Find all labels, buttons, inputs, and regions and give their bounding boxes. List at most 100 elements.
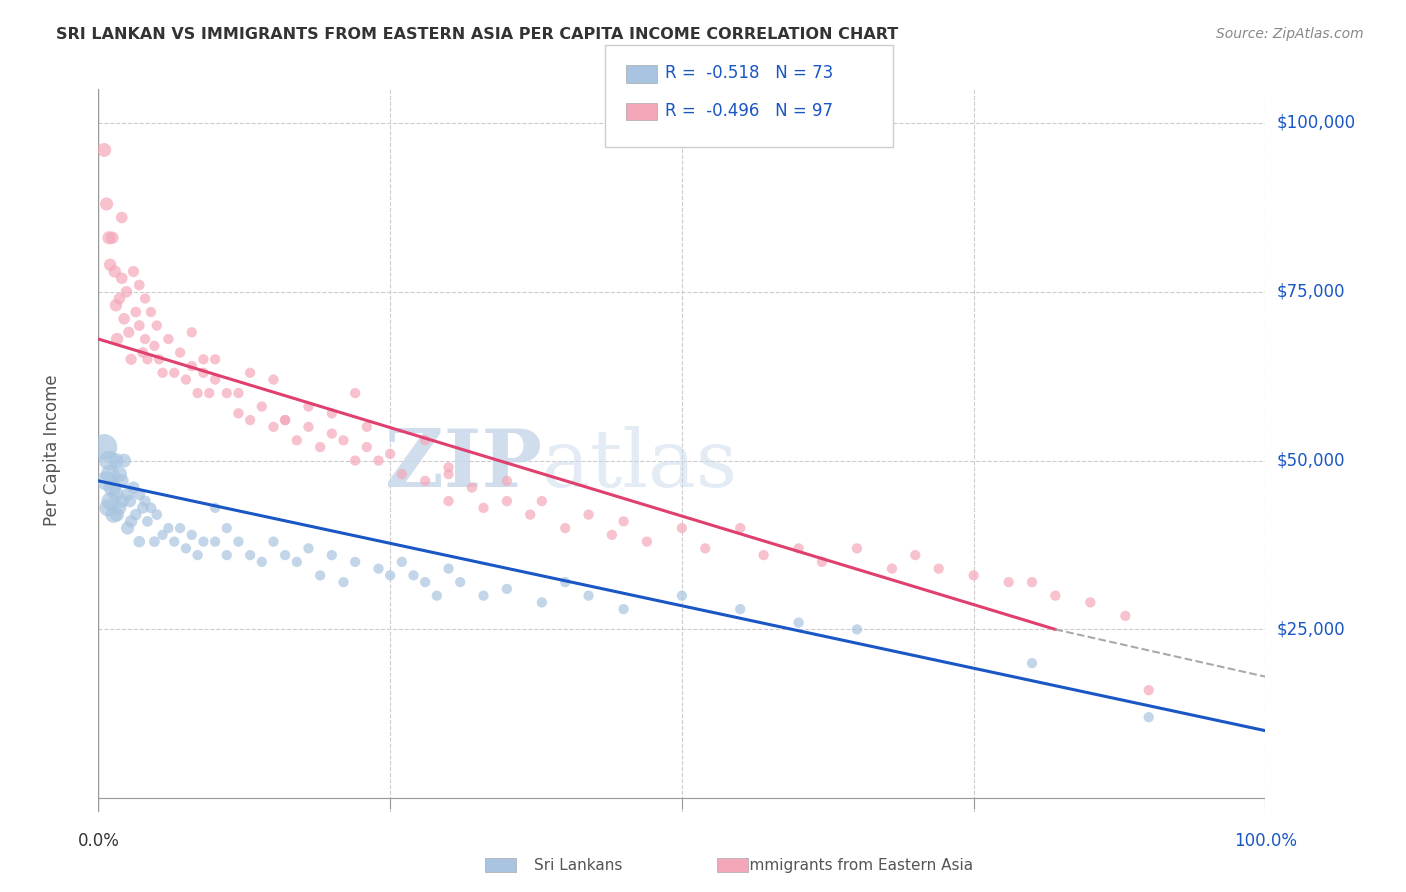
Point: [321, 548, 343, 562]
Point: [671, 521, 693, 535]
Point: [136, 514, 159, 528]
Point: [198, 386, 221, 401]
Point: [105, 332, 128, 346]
Point: [136, 352, 159, 367]
Point: [132, 345, 155, 359]
Point: [402, 568, 425, 582]
Point: [1045, 589, 1067, 603]
Point: [250, 400, 273, 414]
Point: [125, 305, 148, 319]
Point: [344, 453, 367, 467]
Text: ZIP: ZIP: [385, 425, 541, 504]
Point: [554, 521, 576, 535]
Point: [321, 406, 343, 420]
Point: [437, 467, 460, 481]
Point: [437, 460, 460, 475]
Point: [125, 508, 148, 522]
Point: [98, 258, 121, 272]
Point: [239, 413, 262, 427]
Point: [613, 602, 636, 616]
Point: [108, 500, 131, 515]
Point: [1114, 608, 1136, 623]
Point: [174, 373, 197, 387]
Point: [96, 474, 118, 488]
Point: [519, 508, 541, 522]
Point: [93, 143, 115, 157]
Point: [157, 521, 180, 535]
Point: [104, 453, 127, 467]
Text: Source: ZipAtlas.com: Source: ZipAtlas.com: [1216, 27, 1364, 41]
Point: [108, 292, 131, 306]
Point: [380, 568, 402, 582]
Point: [193, 534, 215, 549]
Point: [285, 434, 308, 448]
Point: [228, 406, 250, 420]
Point: [811, 555, 834, 569]
Text: 0.0%: 0.0%: [77, 832, 120, 850]
Point: [104, 487, 127, 501]
Point: [274, 413, 297, 427]
Point: [111, 211, 134, 225]
Point: [134, 494, 156, 508]
Point: [122, 481, 145, 495]
Point: [128, 278, 150, 293]
Point: [413, 474, 436, 488]
Point: [274, 548, 297, 562]
Point: [98, 467, 121, 481]
Point: [111, 271, 134, 285]
Point: [437, 494, 460, 508]
Text: $50,000: $50,000: [1277, 451, 1346, 469]
Point: [530, 595, 553, 609]
Point: [180, 326, 202, 340]
Point: [496, 582, 519, 596]
Point: [962, 568, 984, 582]
Point: [93, 440, 115, 454]
Point: [250, 555, 273, 569]
Point: [180, 528, 202, 542]
Text: 100.0%: 100.0%: [1234, 832, 1296, 850]
Point: [118, 326, 141, 340]
Point: [97, 453, 120, 467]
Point: [97, 231, 120, 245]
Point: [239, 548, 262, 562]
Point: [117, 521, 139, 535]
Text: $25,000: $25,000: [1277, 621, 1346, 639]
Point: [262, 373, 284, 387]
Point: [367, 453, 389, 467]
Point: [132, 500, 155, 515]
Point: [111, 494, 134, 508]
Text: Per Capita Income: Per Capita Income: [42, 375, 60, 526]
Point: [426, 589, 449, 603]
Point: [578, 508, 600, 522]
Point: [163, 366, 186, 380]
Point: [103, 508, 125, 522]
Point: [332, 434, 354, 448]
Point: [146, 318, 169, 333]
Point: [391, 555, 413, 569]
Point: [134, 332, 156, 346]
Point: [613, 514, 636, 528]
Point: [98, 494, 121, 508]
Point: [321, 426, 343, 441]
Text: $75,000: $75,000: [1277, 283, 1346, 301]
Point: [332, 575, 354, 590]
Point: [787, 615, 810, 630]
Point: [297, 420, 319, 434]
Point: [344, 386, 367, 401]
Point: [730, 521, 752, 535]
Text: Sri Lankans: Sri Lankans: [534, 858, 623, 872]
Point: [496, 494, 519, 508]
Point: [554, 575, 576, 590]
Point: [297, 541, 319, 556]
Point: [96, 197, 118, 211]
Point: [105, 508, 128, 522]
Point: [1021, 656, 1043, 670]
Point: [120, 514, 142, 528]
Point: [163, 534, 186, 549]
Point: [530, 494, 553, 508]
Point: [636, 534, 658, 549]
Point: [120, 352, 142, 367]
Point: [139, 500, 162, 515]
Point: [115, 285, 138, 299]
Point: [128, 534, 150, 549]
